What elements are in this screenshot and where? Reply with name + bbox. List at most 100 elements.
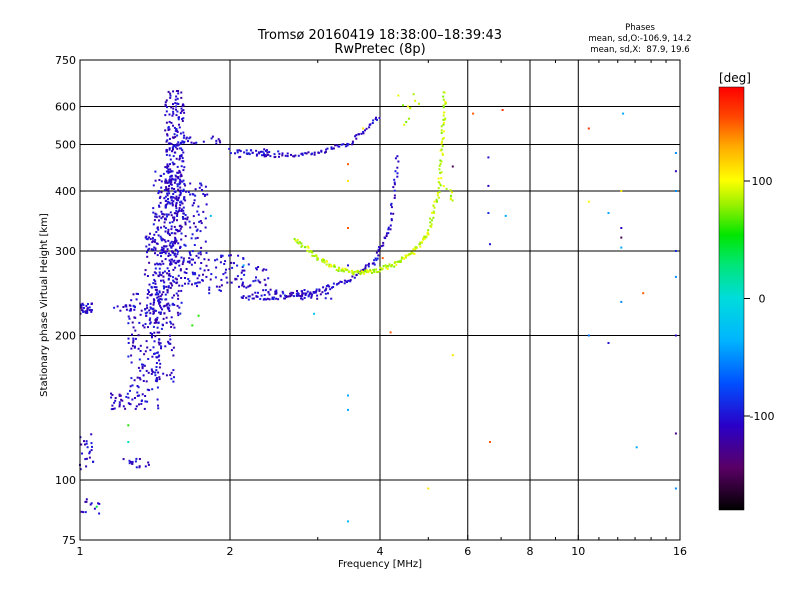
o-mode-echo: [154, 215, 157, 218]
o-mode-echo: [292, 291, 295, 294]
x-mode-echo: [307, 246, 310, 249]
x-mode-echo: [423, 237, 426, 240]
o-mode-echo: [160, 210, 163, 213]
o-mode-echo: [273, 153, 276, 156]
o-mode-echo: [131, 462, 134, 465]
x-mode-echo: [451, 191, 453, 194]
o-mode-echo: [225, 268, 227, 271]
o-mode-echo: [152, 346, 155, 349]
o-mode-echo: [129, 308, 132, 311]
o-mode-echo: [157, 321, 160, 324]
o-mode-echo: [196, 210, 199, 213]
o-mode-echo: [160, 186, 163, 189]
o-mode-echo: [167, 190, 170, 193]
o-mode-echo: [275, 292, 278, 295]
o-mode-echo: [168, 154, 171, 157]
echo-point: [347, 520, 349, 523]
o-mode-echo: [281, 152, 284, 155]
o-mode-echo: [157, 301, 160, 304]
o-mode-echo: [169, 142, 172, 145]
o-mode-echo: [179, 171, 182, 174]
o-mode-echo: [180, 200, 183, 203]
o-mode-echo: [231, 266, 234, 269]
o-mode-echo: [165, 140, 168, 143]
o-mode-echo: [168, 148, 171, 151]
x-mode-echo: [440, 129, 443, 132]
echo-point: [504, 214, 507, 217]
o-mode-echo: [272, 296, 275, 299]
y-tick-label: 75: [62, 534, 76, 547]
o-mode-echo: [145, 314, 148, 317]
o-mode-echo: [167, 255, 170, 257]
o-mode-echo: [160, 327, 163, 330]
o-mode-echo: [170, 316, 173, 319]
o-mode-echo: [152, 274, 155, 277]
o-mode-echo: [263, 297, 266, 300]
o-mode-echo: [196, 228, 199, 231]
o-mode-echo: [239, 150, 242, 153]
o-mode-echo: [153, 271, 156, 274]
o-mode-echo: [84, 500, 87, 503]
o-mode-echo: [151, 355, 154, 358]
o-mode-echo: [155, 321, 158, 324]
o-mode-echo: [218, 285, 221, 288]
o-mode-echo: [268, 298, 271, 301]
x-mode-echo: [362, 271, 365, 274]
o-mode-echo: [174, 255, 177, 258]
o-mode-echo: [169, 202, 172, 205]
o-mode-echo: [252, 280, 255, 283]
o-mode-echo: [98, 512, 101, 515]
o-mode-echo: [257, 266, 260, 268]
x-mode-echo: [415, 246, 418, 249]
echo-point: [347, 179, 349, 182]
o-mode-echo: [303, 296, 306, 299]
o-mode-echo: [158, 205, 161, 208]
o-mode-echo: [306, 290, 309, 293]
o-mode-echo: [181, 263, 184, 266]
o-mode-echo: [181, 160, 184, 163]
o-mode-echo: [396, 175, 399, 178]
o-mode-echo: [378, 117, 381, 119]
o-mode-echo: [155, 286, 158, 289]
o-mode-echo: [159, 235, 162, 238]
o-mode-echo: [144, 236, 147, 239]
x-mode-echo: [439, 184, 442, 187]
o-mode-echo: [160, 347, 162, 350]
o-mode-echo: [173, 126, 176, 129]
o-mode-echo: [175, 292, 178, 295]
o-mode-echo: [228, 147, 231, 150]
o-mode-echo: [180, 175, 183, 177]
x-mode-echo: [367, 271, 369, 274]
o-mode-echo: [177, 242, 180, 245]
o-mode-echo: [289, 295, 291, 298]
echo-point: [451, 354, 454, 357]
o-mode-echo: [82, 310, 85, 313]
o-mode-echo: [191, 204, 194, 207]
o-mode-echo: [186, 216, 189, 219]
o-mode-echo: [200, 222, 203, 225]
o-mode-echo: [170, 262, 173, 265]
o-mode-echo: [175, 262, 178, 265]
o-mode-echo: [158, 219, 160, 222]
o-mode-echo: [187, 278, 190, 281]
o-mode-echo: [146, 293, 149, 295]
o-mode-echo: [247, 152, 250, 155]
o-mode-echo: [191, 283, 193, 286]
o-mode-echo: [156, 331, 159, 334]
o-mode-echo: [180, 301, 183, 304]
o-mode-echo: [222, 273, 225, 276]
o-mode-echo: [265, 298, 268, 301]
o-mode-echo: [281, 154, 284, 157]
x-mode-echo: [403, 257, 406, 260]
o-mode-echo: [84, 458, 87, 461]
o-mode-echo: [249, 284, 252, 287]
o-mode-echo: [174, 252, 176, 255]
o-mode-echo: [83, 440, 85, 443]
o-mode-echo: [164, 245, 167, 248]
o-mode-echo: [296, 292, 299, 295]
x-mode-echo: [442, 130, 445, 133]
echo-point: [607, 342, 610, 344]
o-mode-echo: [141, 365, 144, 368]
o-mode-echo: [169, 183, 172, 185]
o-mode-echo: [156, 351, 159, 354]
